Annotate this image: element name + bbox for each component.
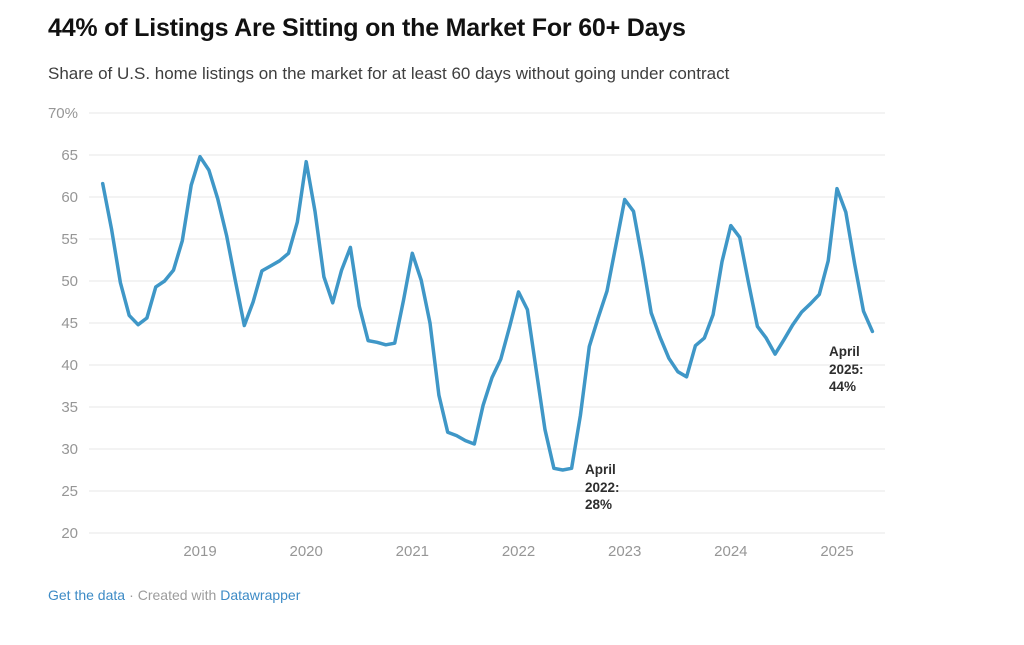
annotation-april-2025: April 2025: 44%: [829, 344, 864, 394]
x-tick-label: 2020: [289, 543, 322, 560]
x-tick-label: 2022: [502, 543, 535, 560]
footer-separator: ·: [129, 587, 134, 603]
datawrapper-link[interactable]: Datawrapper: [220, 587, 301, 603]
footer-created-with: Created with: [137, 587, 217, 603]
y-tick-label: 40: [61, 357, 78, 374]
y-tick-label: 50: [61, 273, 78, 290]
annotation-april-2022: April 2022: 28%: [585, 462, 620, 512]
y-tick-label: 20: [61, 525, 78, 542]
y-axis-labels: 70% 65 60 55 50 45 40 35 30 25 20: [48, 105, 78, 542]
y-tick-label: 55: [61, 231, 78, 248]
y-tick-label: 45: [61, 315, 78, 332]
x-tick-label: 2023: [608, 543, 641, 560]
chart-title: 44% of Listings Are Sitting on the Marke…: [48, 14, 686, 42]
x-tick-label: 2019: [183, 543, 216, 560]
x-axis-labels: 2019 2020 2021 2022 2023 2024 2025: [183, 543, 853, 560]
y-tick-label: 60: [61, 189, 78, 206]
get-the-data-link[interactable]: Get the data: [48, 587, 126, 603]
y-tick-label: 25: [61, 483, 78, 500]
chart-footer: Get the data · Created with Datawrapper: [48, 587, 300, 603]
data-line: [100, 154, 875, 472]
gridlines: [89, 112, 885, 534]
y-tick-label: 30: [61, 441, 78, 458]
y-tick-label: 35: [61, 399, 78, 416]
chart-subtitle: Share of U.S. home listings on the marke…: [48, 64, 730, 83]
y-tick-label: 65: [61, 147, 78, 164]
x-tick-label: 2025: [820, 543, 853, 560]
y-tick-label: 70%: [48, 105, 78, 122]
x-tick-label: 2021: [396, 543, 429, 560]
x-tick-label: 2024: [714, 543, 747, 560]
